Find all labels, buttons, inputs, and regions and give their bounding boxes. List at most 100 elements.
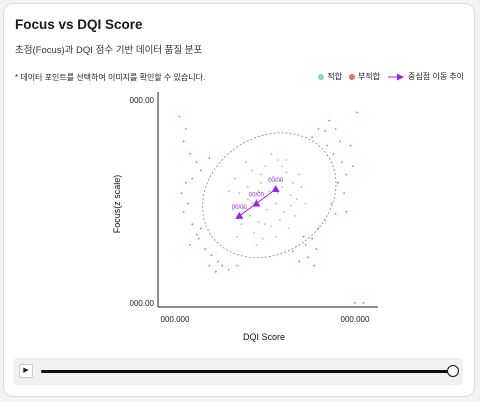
data-point-pass[interactable] [291, 181, 294, 184]
data-point-fail[interactable] [306, 256, 309, 259]
legend-item-pass[interactable]: 적합 [318, 71, 342, 82]
data-point-pass[interactable] [268, 190, 271, 192]
data-point-fail[interactable] [236, 264, 239, 267]
data-point-fail[interactable] [304, 244, 307, 246]
data-point-pass[interactable] [300, 186, 303, 188]
data-point-fail[interactable] [315, 248, 318, 250]
data-point-fail[interactable] [334, 212, 337, 215]
data-point-fail[interactable] [291, 250, 294, 253]
data-point-fail[interactable] [349, 144, 352, 147]
timeline-slider-track[interactable] [41, 370, 452, 373]
data-point-fail[interactable] [324, 219, 326, 221]
data-point-pass[interactable] [287, 227, 290, 230]
data-point-pass[interactable] [285, 159, 288, 161]
data-point-pass[interactable] [259, 181, 262, 184]
data-point-pass[interactable] [255, 198, 258, 201]
data-point-fail[interactable] [195, 233, 198, 236]
data-point-fail[interactable] [341, 161, 343, 164]
data-point-pass[interactable] [276, 192, 279, 195]
data-point-fail[interactable] [187, 202, 189, 205]
data-point-fail[interactable] [227, 268, 230, 271]
data-point-pass[interactable] [281, 165, 284, 168]
data-point-fail[interactable] [351, 165, 354, 168]
data-point-fail[interactable] [184, 128, 187, 130]
data-point-pass[interactable] [285, 171, 288, 174]
data-point-fail[interactable] [336, 181, 339, 184]
data-point-pass[interactable] [274, 235, 277, 238]
data-point-fail[interactable] [189, 152, 192, 155]
data-point-fail[interactable] [345, 173, 348, 176]
data-point-pass[interactable] [259, 173, 262, 176]
data-point-pass[interactable] [289, 194, 292, 197]
data-point-fail[interactable] [197, 237, 200, 240]
data-point-fail[interactable] [189, 244, 192, 246]
legend-item-trend[interactable]: 중심점 이동 추이 [387, 71, 464, 82]
data-point-pass[interactable] [249, 215, 251, 217]
data-point-fail[interactable] [334, 128, 337, 130]
data-point-pass[interactable] [251, 202, 254, 205]
data-point-fail[interactable] [191, 177, 194, 180]
data-point-pass[interactable] [253, 231, 256, 234]
data-point-pass[interactable] [240, 223, 243, 226]
data-point-fail[interactable] [362, 301, 365, 304]
data-point-fail[interactable] [326, 144, 328, 147]
data-point-fail[interactable] [313, 264, 316, 267]
data-point-pass[interactable] [261, 237, 264, 240]
data-point-pass[interactable] [238, 192, 241, 195]
data-point-pass[interactable] [268, 177, 271, 180]
data-point-fail[interactable] [356, 111, 358, 114]
data-point-pass[interactable] [270, 225, 273, 228]
data-point-fail[interactable] [178, 115, 181, 118]
data-point-fail[interactable] [302, 235, 305, 238]
data-point-fail[interactable] [208, 264, 211, 267]
data-point-pass[interactable] [264, 223, 266, 226]
data-point-pass[interactable] [296, 198, 298, 201]
data-point-fail[interactable] [180, 192, 183, 195]
data-point-pass[interactable] [281, 186, 284, 188]
data-point-fail[interactable] [298, 260, 301, 263]
data-point-pass[interactable] [251, 169, 254, 172]
data-point-pass[interactable] [304, 202, 307, 205]
data-point-fail[interactable] [353, 301, 356, 304]
data-point-fail[interactable] [339, 140, 341, 143]
data-point-pass[interactable] [279, 219, 281, 221]
data-point-pass[interactable] [298, 173, 301, 176]
data-point-pass[interactable] [242, 206, 245, 209]
play-button[interactable]: ▶ [19, 364, 33, 378]
data-point-fail[interactable] [345, 210, 348, 213]
timeline-slider-thumb[interactable] [447, 365, 459, 377]
data-point-pass[interactable] [264, 165, 266, 168]
data-point-fail[interactable] [317, 128, 320, 130]
data-point-pass[interactable] [227, 190, 230, 192]
data-point-pass[interactable] [236, 235, 239, 238]
data-point-fail[interactable] [210, 254, 213, 257]
data-point-pass[interactable] [266, 208, 269, 211]
data-point-fail[interactable] [324, 130, 326, 132]
data-point-fail[interactable] [182, 210, 185, 213]
data-point-pass[interactable] [294, 215, 296, 217]
data-point-pass[interactable] [276, 159, 279, 161]
data-point-fail[interactable] [311, 136, 313, 139]
data-point-fail[interactable] [184, 181, 187, 184]
data-point-pass[interactable] [279, 179, 281, 182]
data-point-fail[interactable] [195, 161, 198, 164]
data-point-fail[interactable] [199, 169, 202, 172]
data-point-fail[interactable] [214, 270, 217, 273]
data-point-fail[interactable] [217, 260, 219, 263]
data-point-fail[interactable] [311, 237, 313, 240]
data-point-fail[interactable] [182, 140, 185, 143]
data-point-pass[interactable] [289, 204, 292, 207]
data-point-pass[interactable] [257, 190, 260, 192]
data-point-fail[interactable] [221, 264, 224, 267]
data-point-pass[interactable] [246, 186, 249, 188]
data-point-pass[interactable] [257, 221, 260, 224]
data-point-fail[interactable] [191, 223, 194, 226]
data-point-fail[interactable] [343, 192, 346, 195]
data-point-pass[interactable] [234, 177, 236, 180]
data-point-pass[interactable] [283, 210, 286, 213]
data-point-pass[interactable] [255, 244, 258, 246]
data-point-fail[interactable] [199, 227, 202, 230]
data-point-pass[interactable] [246, 198, 249, 201]
data-point-fail[interactable] [317, 227, 320, 230]
data-point-pass[interactable] [232, 208, 234, 211]
